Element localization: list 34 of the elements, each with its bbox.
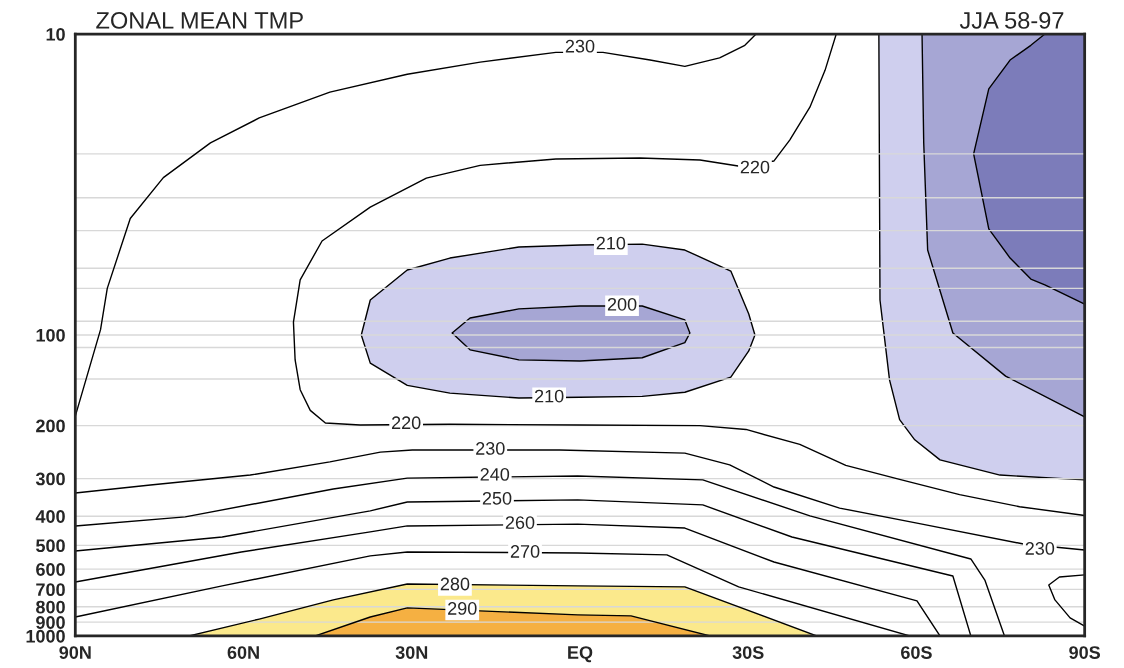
annotation: 230: [565, 39, 595, 53]
x-tick-label: EQ: [568, 646, 593, 663]
y-tick-label: 900: [36, 616, 65, 629]
annotation: 210: [534, 389, 564, 403]
annotation: 230: [1025, 542, 1055, 555]
annotation: 280: [440, 577, 470, 591]
x-tick-label: 90N: [59, 646, 91, 659]
y-tick-label: 600: [36, 563, 65, 576]
annotation: 250: [482, 491, 512, 505]
annotation: 240: [480, 468, 510, 481]
y-tick-label: 500: [36, 539, 65, 553]
chart-subtitle: JJA 58-97: [959, 12, 1064, 29]
x-tick-label: 60S: [901, 646, 932, 659]
annotation: 200: [607, 297, 637, 311]
y-tick-label: 100: [36, 328, 65, 342]
annotation: 270: [510, 545, 540, 558]
y-tick-label: 700: [36, 583, 65, 597]
x-tick-label: 60N: [227, 646, 259, 659]
x-tick-label: 90S: [1069, 646, 1101, 659]
y-tick-label: 200: [36, 419, 65, 433]
y-tick-label: 800: [36, 600, 65, 614]
annotation: 290: [448, 602, 477, 615]
annotation: 220: [392, 416, 421, 430]
annotation: 210: [596, 236, 626, 250]
annotation: 260: [505, 516, 535, 529]
x-tick-label: 30N: [395, 646, 428, 659]
y-tick-label: 10: [46, 28, 65, 41]
y-tick-label: 400: [35, 510, 65, 523]
chart-title: ZONAL MEAN TMP: [96, 12, 303, 29]
y-tick-label: 1000: [26, 629, 65, 643]
annotation: 220: [740, 160, 770, 174]
x-tick-label: 30S: [732, 646, 764, 659]
annotation: 230: [476, 442, 505, 455]
y-tick-label: 300: [35, 472, 65, 486]
